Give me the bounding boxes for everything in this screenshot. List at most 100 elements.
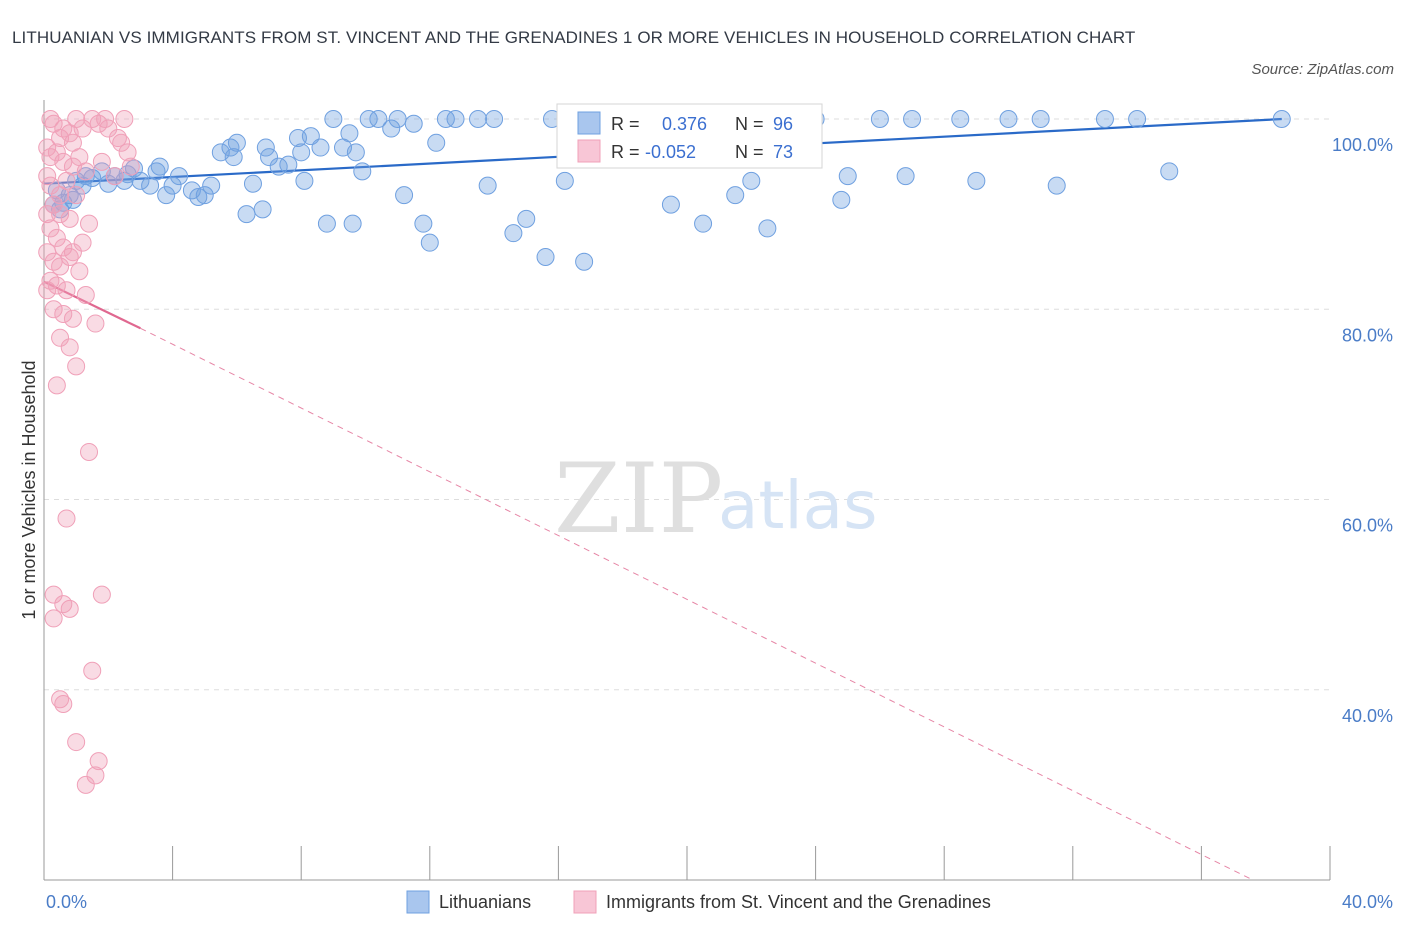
point-lithuanians (47, 181, 66, 200)
point-immigrants (44, 195, 63, 214)
point-lithuanians (517, 209, 536, 228)
point-immigrants (51, 205, 70, 224)
point-lithuanians (202, 176, 221, 195)
point-lithuanians (661, 195, 680, 214)
point-lithuanians (414, 214, 433, 233)
trend-line-dashed (140, 327, 1254, 881)
stats-n-label-2: N = (735, 142, 764, 162)
watermark-atlas: atlas (718, 467, 878, 544)
point-immigrants (47, 143, 66, 162)
point-immigrants (47, 228, 66, 247)
point-lithuanians (340, 124, 359, 143)
point-immigrants (47, 276, 66, 295)
stats-legend-box: R = 0.376 N = 96 R = -0.052 N = 73 (556, 103, 823, 169)
point-lithuanians (446, 110, 465, 129)
point-lithuanians (157, 186, 176, 205)
point-lithuanians (237, 205, 256, 224)
point-lithuanians (369, 110, 388, 129)
point-immigrants (57, 171, 76, 190)
point-immigrants (80, 442, 99, 461)
point-immigrants (73, 233, 92, 252)
point-lithuanians (170, 167, 189, 186)
point-lithuanians (382, 119, 401, 138)
y-tick-label: 60.0% (1342, 516, 1393, 536)
stats-n-value-2: 73 (773, 142, 793, 162)
point-lithuanians (555, 171, 574, 190)
point-lithuanians (388, 110, 407, 129)
point-immigrants (51, 257, 70, 276)
point-immigrants (54, 695, 73, 714)
tick-labels: 100.0% 80.0% 60.0% 40.0% 0.0% 40.0% (46, 135, 1393, 912)
point-immigrants (38, 281, 57, 300)
point-lithuanians (395, 186, 414, 205)
point-lithuanians (504, 224, 523, 243)
point-immigrants (60, 338, 79, 357)
point-immigrants (76, 162, 95, 181)
point-lithuanians (260, 148, 279, 167)
point-lithuanians (1031, 110, 1050, 129)
stats-swatch-pink (577, 139, 601, 163)
chart-title: LITHUANIAN VS IMMIGRANTS FROM ST. VINCEN… (12, 28, 1136, 47)
point-lithuanians (83, 169, 102, 187)
point-lithuanians (147, 162, 166, 181)
point-immigrants (54, 305, 73, 324)
x-tick-label: 40.0% (1342, 892, 1393, 912)
point-lithuanians (870, 110, 889, 129)
y-tick-label: 80.0% (1342, 325, 1393, 345)
point-lithuanians (838, 167, 857, 186)
stats-n-label-1: N = (735, 114, 764, 134)
axes (43, 100, 1331, 881)
bottom-legend: Lithuanians Immigrants from St. Vincent … (406, 890, 991, 914)
point-immigrants (89, 114, 108, 133)
point-immigrants (51, 690, 70, 709)
point-immigrants (54, 119, 73, 138)
point-lithuanians (436, 110, 455, 129)
point-lithuanians (478, 176, 497, 195)
point-immigrants (80, 214, 99, 233)
point-lithuanians (353, 162, 372, 181)
point-immigrants (96, 110, 115, 129)
point-immigrants (67, 186, 86, 205)
point-lithuanians (324, 110, 343, 129)
point-lithuanians (1160, 162, 1179, 181)
point-immigrants (41, 271, 60, 290)
grid-lines (44, 118, 1330, 691)
point-immigrants (118, 143, 137, 162)
point-immigrants (112, 133, 131, 152)
point-immigrants (115, 110, 134, 129)
point-immigrants (38, 243, 57, 262)
point-immigrants (83, 110, 102, 129)
point-immigrants (44, 300, 63, 319)
point-lithuanians (256, 138, 275, 157)
point-lithuanians (343, 214, 362, 233)
point-lithuanians (427, 133, 446, 152)
legend-swatch-immigrants (573, 890, 597, 914)
point-immigrants (76, 775, 95, 794)
point-immigrants (105, 167, 124, 186)
point-immigrants (38, 205, 57, 224)
point-immigrants (41, 148, 60, 167)
point-lithuanians (295, 171, 314, 190)
point-lithuanians (999, 110, 1018, 129)
point-lithuanians (253, 200, 272, 219)
legend-swatch-lithuanians (406, 890, 430, 914)
watermark-zip: ZIP (554, 443, 723, 555)
point-immigrants (67, 357, 86, 376)
point-lithuanians (694, 214, 713, 233)
point-immigrants (70, 262, 89, 281)
point-lithuanians (536, 247, 555, 266)
data-points (38, 110, 1291, 794)
point-lithuanians (726, 186, 745, 205)
point-lithuanians (404, 114, 423, 133)
point-lithuanians (346, 143, 365, 162)
trend-line-immigrants (43, 280, 141, 330)
point-lithuanians (243, 174, 262, 193)
point-immigrants (60, 209, 79, 228)
point-lithuanians (469, 110, 488, 129)
y-tick-label: 100.0% (1332, 135, 1393, 155)
point-immigrants (57, 281, 76, 300)
legend-label-lithuanians: Lithuanians (439, 892, 531, 912)
point-lithuanians (1128, 110, 1147, 129)
point-immigrants (67, 733, 86, 752)
